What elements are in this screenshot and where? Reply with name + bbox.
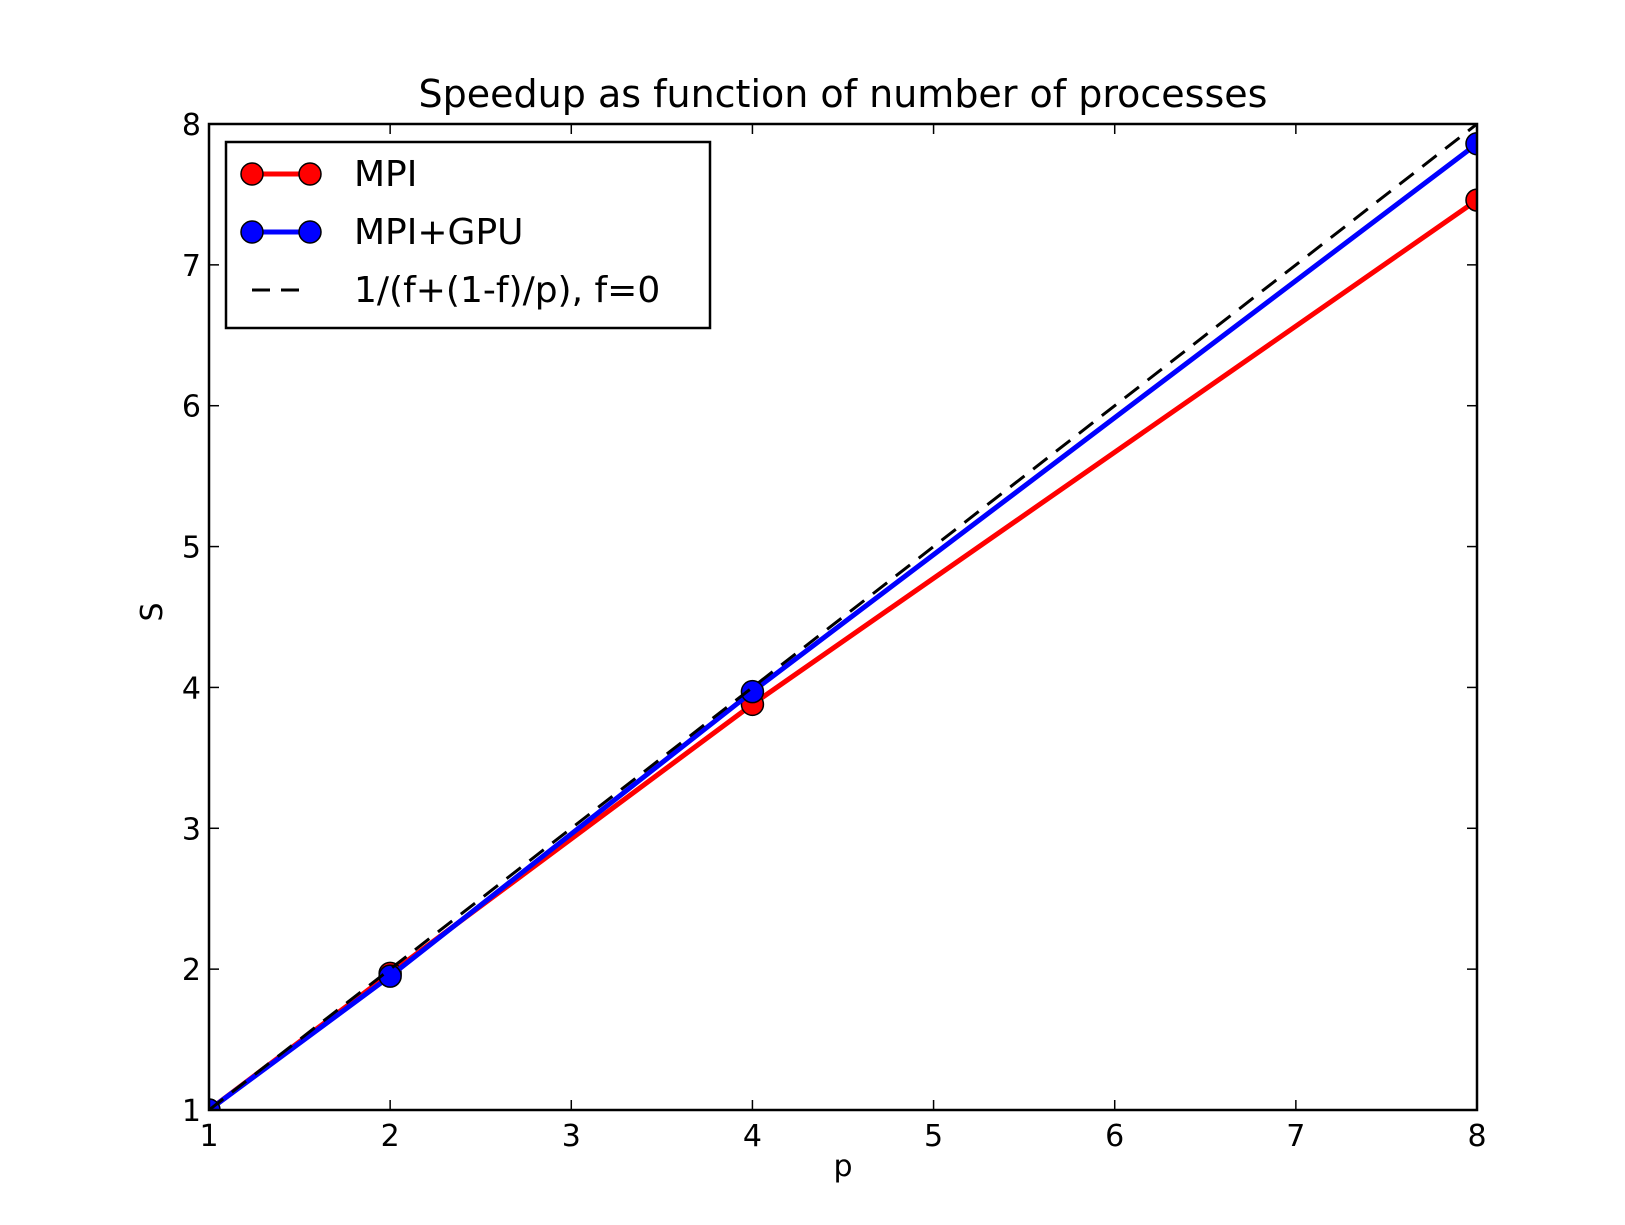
legend: MPI MPI+GPU 1/(f+(1-f)/p), f=0 <box>224 140 712 330</box>
x-tick-label: 7 <box>1286 1119 1305 1154</box>
x-tick-label: 2 <box>381 1119 400 1154</box>
x-tick-label: 8 <box>1467 1119 1486 1154</box>
y-axis-ticks: 1 2 3 4 5 6 7 8 <box>182 108 1477 1129</box>
legend-label: MPI <box>354 154 417 195</box>
plot-frame <box>207 122 1479 1112</box>
series-2-line <box>209 141 1477 1110</box>
series-3 <box>209 124 1477 1110</box>
series-2-point <box>740 679 765 704</box>
y-tick-label: 6 <box>182 390 201 425</box>
x-tick-label: 5 <box>924 1119 943 1154</box>
series-2-point <box>1465 131 1477 156</box>
legend-marker <box>298 162 322 186</box>
legend-marker <box>240 162 264 186</box>
x-tick-label: 1 <box>199 1119 218 1154</box>
x-axis-ticks: 1 2 3 4 5 6 7 8 <box>199 124 1487 1154</box>
y-axis-label: S <box>135 602 170 621</box>
legend-entry: 1/(f+(1-f)/p), f=0 <box>252 270 660 311</box>
series-2 <box>209 131 1477 1110</box>
legend-marker <box>240 220 264 244</box>
x-axis-label: p <box>833 1149 852 1184</box>
x-tick-label: 4 <box>743 1119 762 1154</box>
series-1-point <box>1465 188 1477 212</box>
y-tick-label: 2 <box>182 953 201 988</box>
y-tick-label: 7 <box>182 249 201 284</box>
x-tick-label: 3 <box>562 1119 581 1154</box>
legend-entry: MPI+GPU <box>240 212 524 253</box>
y-tick-label: 5 <box>182 531 201 566</box>
x-tick-label: 6 <box>1105 1119 1124 1154</box>
legend-label: MPI+GPU <box>354 212 524 253</box>
y-tick-label: 1 <box>182 1094 201 1129</box>
y-tick-label: 3 <box>182 812 201 847</box>
legend-marker <box>298 220 322 244</box>
y-tick-label: 8 <box>182 108 201 143</box>
plot-area <box>207 122 1479 1112</box>
legend-label: 1/(f+(1-f)/p), f=0 <box>354 270 660 311</box>
series-3-line <box>209 124 1477 1110</box>
chart-title: Speedup as function of number of process… <box>419 72 1268 116</box>
legend-entry: MPI <box>240 154 417 195</box>
y-tick-label: 4 <box>182 671 201 706</box>
